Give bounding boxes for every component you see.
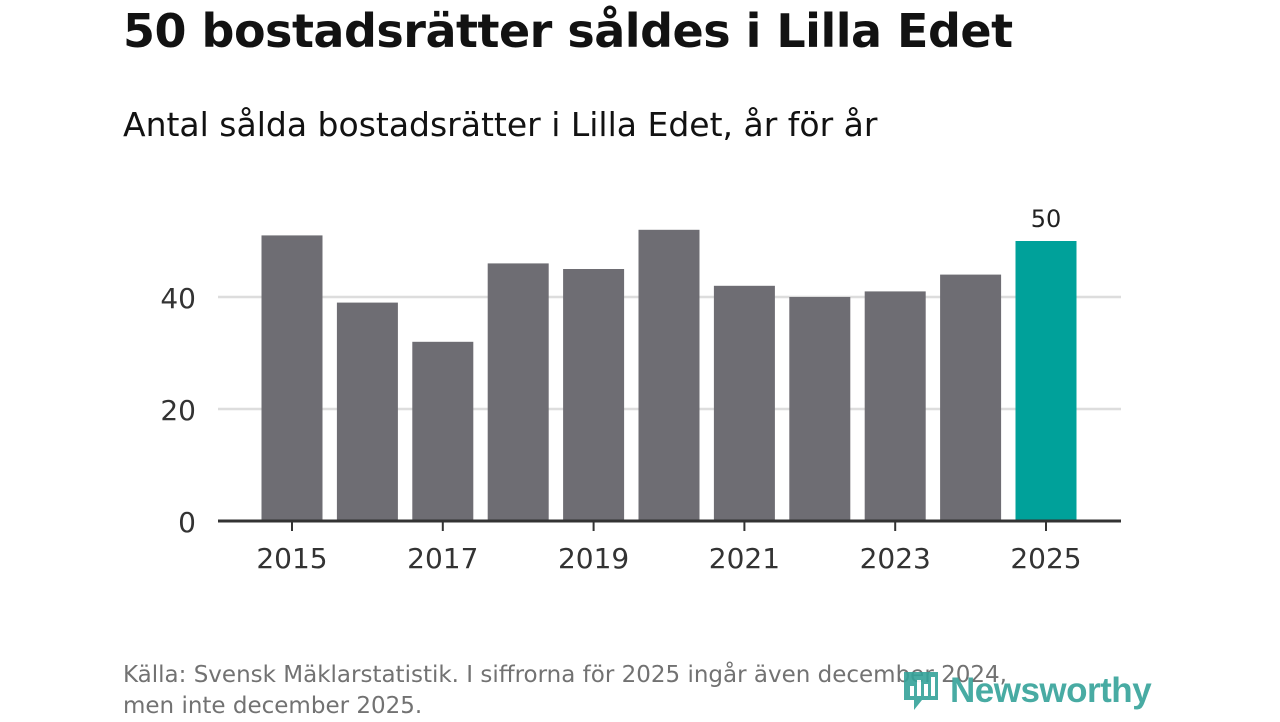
bar-2025 — [1015, 241, 1077, 521]
bar-2020 — [638, 229, 700, 522]
x-tick-label: 2015 — [256, 542, 327, 575]
x-tick-label: 2017 — [407, 542, 478, 575]
x-tick-label: 2021 — [709, 542, 780, 575]
source-note: Källa: Svensk Mäklarstatistik. I siffror… — [123, 660, 1133, 722]
bar-2023 — [864, 291, 926, 521]
chart-title: 50 bostadsrätter såldes i Lilla Edet — [123, 4, 1013, 58]
bar-2016 — [336, 302, 398, 521]
bar-2018 — [487, 263, 549, 521]
bar-2021 — [713, 285, 775, 521]
x-tick-label: 2019 — [558, 542, 629, 575]
chart-subtitle: Antal sålda bostadsrätter i Lilla Edet, … — [123, 105, 878, 144]
bar-2022 — [789, 297, 851, 521]
newsworthy-logo-icon — [904, 672, 938, 710]
bar-2015 — [261, 235, 323, 521]
y-tick-label: 20 — [160, 394, 196, 427]
brand-logo: Newsworthy — [900, 668, 1152, 714]
brand-name: Newsworthy — [950, 671, 1152, 710]
y-tick-label: 40 — [160, 282, 196, 315]
y-tick-label: 0 — [178, 506, 196, 539]
bar-2017 — [412, 341, 474, 521]
x-tick-label: 2025 — [1010, 542, 1081, 575]
bar-2019 — [563, 269, 625, 521]
source-line-1: Källa: Svensk Mäklarstatistik. I siffror… — [123, 662, 1007, 688]
data-label-2025: 50 — [1031, 205, 1062, 233]
bar-2024 — [940, 274, 1002, 521]
source-line-2: men inte december 2025. — [123, 693, 423, 719]
bar-chart: 0 20 40 50 2015 2017 2019 2021 2023 2025 — [160, 205, 1121, 575]
x-tick-label: 2023 — [860, 542, 931, 575]
